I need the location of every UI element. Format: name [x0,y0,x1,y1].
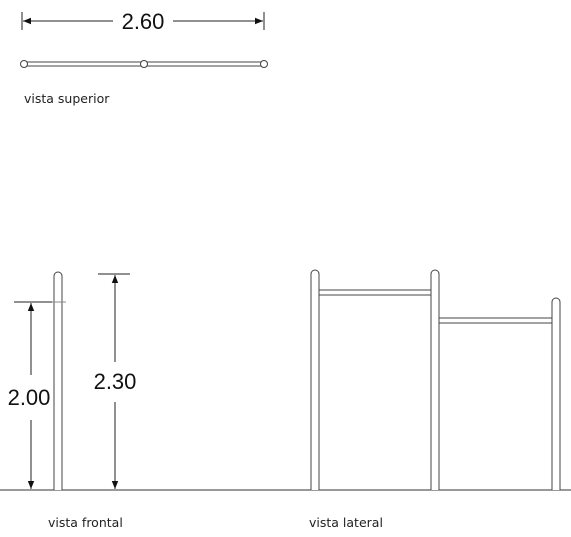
front-view-caption: vista frontal [48,515,123,530]
side-post-middle [430,269,440,490]
top-view-bar [20,60,268,68]
dimension-label-low: 2.00 [8,385,51,410]
top-view-caption: vista superior [24,91,110,106]
dimension-2-30: 2.30 [94,273,137,489]
top-view: 2.60 vista superior [20,9,268,106]
front-post [51,271,66,490]
side-high-bar [318,289,432,296]
dimension-label-high: 2.30 [94,369,137,394]
side-view: vista lateral [309,269,561,530]
side-low-bar [438,317,553,324]
top-width-dimension: 2.60 [21,9,265,34]
top-width-label: 2.60 [122,9,165,34]
side-view-caption: vista lateral [309,515,383,530]
side-post-left [310,269,320,490]
front-view: 2.00 2.30 vista frontal [8,271,137,530]
dimension-2-00: 2.00 [8,301,52,489]
side-post-right [551,297,561,490]
